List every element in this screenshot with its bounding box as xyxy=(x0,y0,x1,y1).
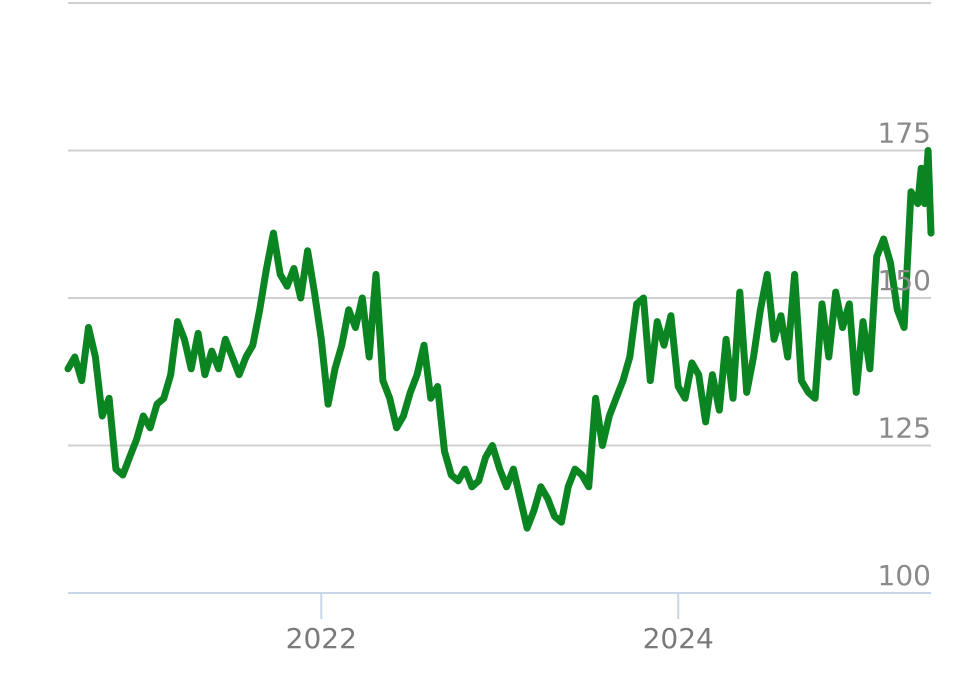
gridlines xyxy=(68,2,931,447)
series-layer xyxy=(64,147,935,532)
y-tick-label-100: 100 xyxy=(878,559,931,592)
y-tick-label-175: 175 xyxy=(878,117,931,150)
y-tick-label-150: 150 xyxy=(878,264,931,297)
x-tick-label-2022: 2022 xyxy=(286,622,357,655)
tick-labels: 2022 2024 100 125 150 175 xyxy=(286,117,931,656)
x-tick-label-2024: 2024 xyxy=(643,622,714,655)
series-line xyxy=(64,147,935,532)
y-tick-label-125: 125 xyxy=(878,412,931,445)
x-axis xyxy=(68,592,931,619)
